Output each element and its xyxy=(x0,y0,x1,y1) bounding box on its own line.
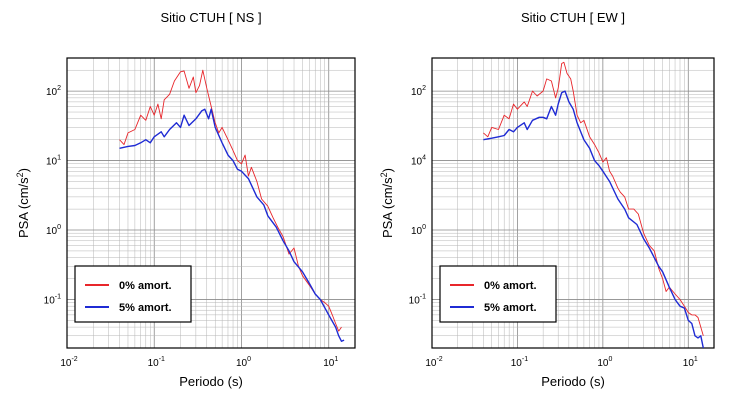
x-tick-label: 100 xyxy=(236,356,251,369)
chart-panel-ew: Sitio CTUH [ EW ] 10-2 10-1 100 101 10-1 100 10… xyxy=(379,10,715,389)
y-tick-label: 102 xyxy=(411,85,426,98)
chart-panel-ns: Sitio CTUH [ NS ] 10-2 10-1 100 101 10-1 100 10… xyxy=(15,10,356,389)
plot-frame xyxy=(431,57,715,349)
x-tick-label: 10-2 xyxy=(425,356,442,369)
legend-label: 0% amort. xyxy=(119,280,172,292)
legend-box xyxy=(439,265,557,323)
x-axis-label: Periodo (s) xyxy=(541,374,605,389)
y-tick-label: 104 xyxy=(411,155,426,168)
series-line-amort-5 xyxy=(119,108,345,342)
x-tick-label: 101 xyxy=(683,356,698,369)
y-tick-label: 100 xyxy=(411,224,426,237)
x-tick-label: 10-1 xyxy=(511,356,528,369)
x-axis-label: Periodo (s) xyxy=(179,374,243,389)
chart-title: Sitio CTUH [ EW ] xyxy=(521,10,625,25)
y-tick-label: 102 xyxy=(46,85,61,98)
y-tick-label: 10-1 xyxy=(409,293,426,306)
x-tick-label: 100 xyxy=(597,356,612,369)
y-axis-label: PSA (cm/s2) xyxy=(15,168,31,238)
y-tick-label: 100 xyxy=(46,224,61,237)
chart-title: Sitio CTUH [ NS ] xyxy=(160,10,261,25)
y-axis-label: PSA (cm/s2) xyxy=(379,168,395,238)
legend: 0% amort. 5% amort. xyxy=(439,265,557,323)
y-tick-label: 101 xyxy=(46,155,61,168)
y-tick-label: 10-1 xyxy=(44,293,61,306)
series-line-amort-5 xyxy=(483,90,704,349)
legend-label: 5% amort. xyxy=(119,302,172,314)
series-line-amort-0 xyxy=(119,69,342,332)
x-tick-label: 10-1 xyxy=(148,356,165,369)
legend-box xyxy=(74,265,192,323)
legend-label: 0% amort. xyxy=(484,280,537,292)
legend: 0% amort. 5% amort. xyxy=(74,265,192,323)
plot-frame xyxy=(66,57,356,349)
x-tick-label: 101 xyxy=(323,356,338,369)
x-tick-label: 10-2 xyxy=(60,356,77,369)
legend-label: 5% amort. xyxy=(484,302,537,314)
